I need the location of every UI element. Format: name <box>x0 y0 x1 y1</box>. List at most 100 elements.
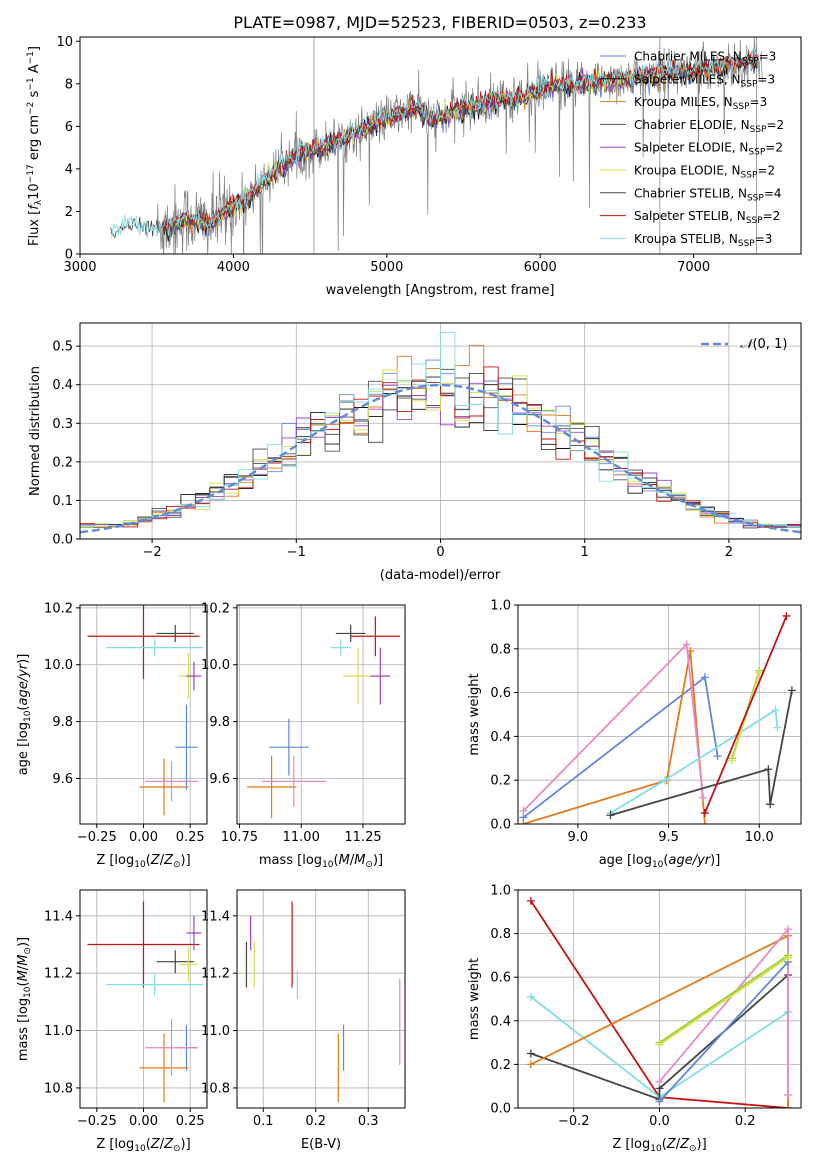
axes-frame <box>236 604 406 825</box>
label-part: =2 <box>766 118 784 132</box>
label-part: 10 <box>652 860 664 870</box>
x-axis-label: Z [log10(Z/Z⊙)] <box>612 1137 706 1154</box>
x-tick-label: 0.2 <box>735 1114 756 1129</box>
y-axis-label: mass weight <box>467 673 482 755</box>
label-part: =2 <box>765 141 783 155</box>
model-spectrum-kroupa_stelib <box>110 46 758 239</box>
y-tick-label: 11.4 <box>201 909 230 924</box>
label-part: / <box>160 1137 165 1152</box>
y-tick-label: 10.8 <box>201 1081 230 1096</box>
weight-marker-chabrier_miles <box>700 673 709 682</box>
label-part: age [log <box>599 853 652 868</box>
label-part: s <box>27 90 42 101</box>
label-part: Z <box>163 1137 174 1152</box>
label-part: ⊙ <box>365 860 373 870</box>
histogram-kroupa_elodie <box>80 369 801 528</box>
weight-line-olive <box>658 954 789 1044</box>
label-part: =2 <box>763 209 781 223</box>
label-part: / <box>676 1137 681 1152</box>
label-part: )] <box>697 1137 707 1152</box>
x-tick-label: 0.00 <box>129 1114 158 1129</box>
label-part: =3 <box>755 232 773 246</box>
label-part: erg cm <box>27 115 42 164</box>
label-part: Z <box>150 1137 161 1152</box>
chart-title: PLATE=0987, MJD=52523, FIBERID=0503, z=0… <box>233 13 646 32</box>
x-tick-label: −1 <box>287 545 306 560</box>
label-part: Salpeter MILES, N <box>634 72 741 86</box>
weight-marker-kroupa_miles <box>526 1060 535 1069</box>
x-tick-label: 9.0 <box>568 830 589 845</box>
y-tick-label: 1.0 <box>490 884 511 899</box>
line-plot-area <box>526 896 793 1108</box>
weight-marker-kroupa_stelib <box>771 706 780 715</box>
y-tick-label: 0.1 <box>52 494 73 509</box>
label-part: SSP <box>733 102 750 112</box>
label-part: Kroupa STELIB, N <box>634 232 738 246</box>
weight-marker-kroupa_elodie <box>784 953 793 962</box>
x-tick-label: 2 <box>725 545 733 560</box>
y-tick-label: 9.6 <box>209 772 230 787</box>
label-part: λ <box>34 199 44 205</box>
y-tick-label: 0.2 <box>490 774 511 789</box>
y-tick-label: 0 <box>65 248 73 263</box>
y-tick-label: 11.0 <box>44 1024 73 1039</box>
errorbar-plot-area <box>87 605 204 816</box>
weight-line-chabrier_miles <box>522 675 719 819</box>
errorbar-plot-area <box>246 616 401 819</box>
model-spectrum-chabrier_elodie <box>162 65 663 238</box>
y-tick-label: 11.2 <box>44 967 73 982</box>
x-tick-label: 0.1 <box>253 1114 274 1129</box>
x-tick-label: 0.25 <box>176 830 205 845</box>
label-part: mass [log <box>16 998 31 1061</box>
x-tick-label: 0 <box>436 545 444 560</box>
label-part: SSP <box>750 125 767 135</box>
axes-frame <box>79 36 802 255</box>
label-part: =4 <box>764 186 782 200</box>
legend-entry: Salpeter ELODIE, NSSP=2 <box>634 141 783 158</box>
x-tick-label: 10.75 <box>221 830 258 845</box>
label-part: =3 <box>757 72 775 86</box>
label-part: Z <box>150 853 161 868</box>
y-tick-label: 6 <box>65 120 73 135</box>
label-part: 10 <box>134 1144 146 1154</box>
x-tick-label: 0.25 <box>176 1114 205 1129</box>
y-axis-label: Normed distribution <box>28 366 43 496</box>
y-axis-label: age [log10(age/yr)] <box>16 654 33 776</box>
label-part: Chabrier MILES, N <box>634 50 742 64</box>
weight-line-kroupa_elodie <box>658 956 789 1046</box>
y-tick-label: 0.0 <box>490 1102 511 1117</box>
label-part: M <box>16 970 31 981</box>
model-spectrum-salpeter_stelib <box>162 49 759 233</box>
legend-entry: Chabrier STELIB, NSSP=4 <box>634 186 782 203</box>
weight-vs-age-panel: 9.0 9.5 10.0 0.0 0.2 0.4 0.6 0.8 1.0 age [log10(a… <box>467 599 802 870</box>
spectrum-panel: 3000 4000 5000 6000 7000 0 2 4 6 8 10 Chabrier MILE… <box>26 35 802 298</box>
y-tick-label: 1.0 <box>490 599 511 614</box>
label-part: Z [log <box>612 1137 650 1152</box>
y-tick-label: 10.0 <box>201 658 230 673</box>
weight-marker-chabrier_stelib <box>764 765 773 774</box>
weight-marker-pink <box>784 925 793 934</box>
weight-marker-pink <box>519 806 528 815</box>
label-part: ⊙ <box>23 947 33 955</box>
label-part: )] <box>16 654 31 664</box>
y-tick-label: 0.8 <box>490 927 511 942</box>
weight-marker-chabrier_miles <box>655 1097 664 1106</box>
histogram-legend: 𝒩(0, 1) <box>701 337 787 352</box>
label-part: Kroupa MILES, N <box>634 95 733 109</box>
weight-marker-salpeter_stelib <box>782 611 791 620</box>
weight-marker-kroupa_stelib <box>526 992 535 1001</box>
label-part: age/yr <box>668 853 711 868</box>
weight-marker-kroupa_miles <box>519 820 528 824</box>
label-part: ( <box>146 1137 151 1152</box>
legend-entry: Kroupa ELODIE, NSSP=2 <box>634 164 775 181</box>
x-tick-label: −0.25 <box>77 830 117 845</box>
axes-frame <box>517 604 802 825</box>
x-tick-label: 0.3 <box>358 1114 379 1129</box>
weight-line-kroupa_stelib <box>610 708 779 814</box>
weight-marker-kroupa_elodie <box>755 668 764 677</box>
weight-marker-kroupa_miles <box>784 1104 793 1108</box>
spectrum-legend: Chabrier MILES, N SSP =3 Salpeter MILES, N S… <box>600 50 784 249</box>
y-tick-label: 0.5 <box>52 340 73 355</box>
